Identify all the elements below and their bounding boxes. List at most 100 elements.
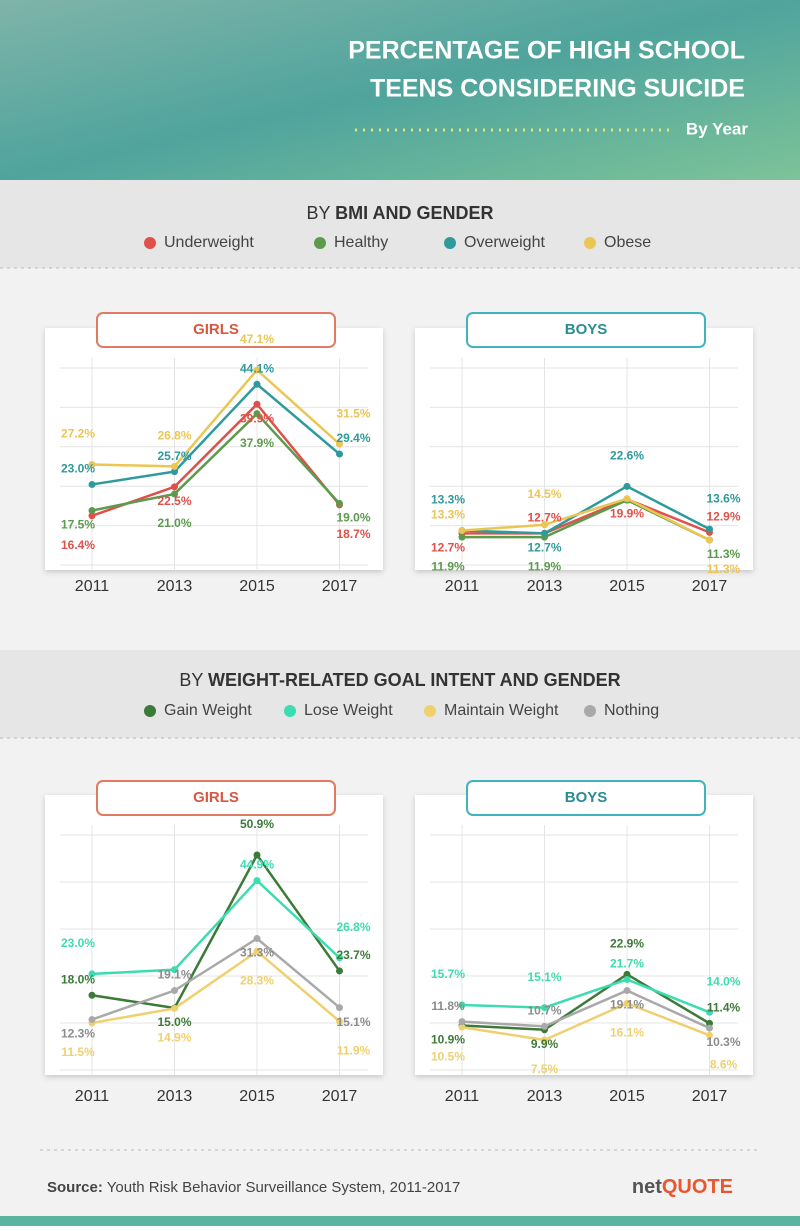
x-tick-label: 2015 [239, 578, 275, 595]
series-line [91, 382, 341, 486]
panel-title: GIRLS [193, 789, 239, 806]
data-label: 14.0% [706, 974, 740, 988]
data-point [706, 1008, 713, 1016]
data-label: 31.5% [336, 406, 370, 420]
data-label: 26.8% [336, 920, 370, 934]
section-title: BY WEIGHT-RELATED GOAL INTENT AND GENDER [179, 670, 620, 690]
legend-label: Healthy [334, 234, 388, 251]
data-label: 23.0% [61, 462, 95, 476]
data-point [541, 521, 548, 529]
data-point [253, 410, 261, 418]
data-point [253, 366, 261, 374]
series-line [461, 972, 711, 1032]
legend-label: Overweight [464, 234, 545, 251]
data-point [541, 1004, 548, 1012]
data-label: 11.9% [528, 559, 562, 573]
data-point [541, 1022, 548, 1030]
data-label: 10.5% [431, 1049, 465, 1063]
data-point [171, 966, 178, 974]
x-tick-label: 2017 [692, 578, 728, 595]
panel-badge [466, 312, 706, 348]
legend-label: Obese [604, 234, 651, 251]
data-label: 12.7% [431, 541, 465, 555]
data-label: 22.6% [610, 449, 644, 463]
data-label: 19.1% [157, 968, 191, 982]
data-label: 12.7% [527, 541, 561, 555]
series-line [91, 878, 341, 976]
data-label: 10.7% [527, 1004, 561, 1018]
data-label: 11.3% [707, 547, 741, 561]
data-point [706, 525, 713, 533]
data-label: 16.4% [61, 538, 95, 552]
series-line [91, 949, 341, 1025]
data-point [706, 1031, 713, 1039]
x-tick-label: 2017 [322, 1088, 358, 1105]
data-point [623, 495, 631, 503]
header-title: PERCENTAGE OF HIGH SCHOOL [348, 37, 745, 65]
data-point [706, 1024, 713, 1032]
panel-title: BOYS [565, 321, 608, 338]
data-point [458, 1001, 466, 1009]
data-point [88, 512, 96, 520]
data-label: 44.1% [240, 361, 274, 375]
data-label: 11.5% [61, 1045, 95, 1059]
x-tick-label: 2015 [239, 1088, 275, 1105]
section-band [0, 180, 800, 268]
x-tick-label: 2015 [609, 578, 645, 595]
data-point [623, 987, 631, 995]
data-point [623, 482, 631, 490]
section-title-bold: BMI AND GENDER [335, 203, 493, 223]
logo-prefix: net [632, 1176, 662, 1198]
data-label: 26.8% [157, 429, 191, 443]
x-tick-label: 2013 [527, 578, 563, 595]
panel-badge [96, 312, 336, 348]
series-line [461, 989, 711, 1030]
logo: netQUOTE [632, 1176, 733, 1198]
x-tick-label: 2011 [445, 578, 480, 595]
data-label: 21.7% [610, 957, 644, 971]
panel-badge [466, 780, 706, 816]
data-label: 23.7% [336, 948, 370, 962]
legend-swatch [284, 705, 296, 717]
source-text: Youth Risk Behavior Surveillance System,… [107, 1179, 461, 1196]
data-point [253, 400, 261, 408]
panel-title: GIRLS [193, 321, 239, 338]
data-point [253, 851, 261, 859]
data-label: 10.9% [431, 1033, 465, 1047]
data-label: 13.6% [706, 491, 740, 505]
data-point [458, 1018, 466, 1026]
data-label: 21.0% [157, 516, 191, 530]
logo-brand: QUOTE [662, 1176, 733, 1198]
data-point [171, 483, 178, 491]
data-point [88, 480, 96, 488]
header-title: TEENS CONSIDERING SUICIDE [370, 75, 745, 103]
section-band [0, 650, 800, 738]
legend-swatch [144, 705, 156, 717]
data-point [623, 975, 631, 983]
data-label: 9.9% [531, 1037, 559, 1051]
data-label: 11.9% [431, 559, 465, 573]
data-point [336, 1004, 343, 1012]
legend-swatch [144, 237, 156, 249]
data-point [336, 499, 343, 507]
section-title: BY BMI AND GENDER [306, 203, 493, 223]
data-label: 18.7% [336, 527, 370, 541]
data-label: 15.0% [157, 1015, 191, 1029]
panel-badge [96, 780, 336, 816]
data-point [541, 1036, 548, 1044]
data-label: 11.3% [707, 562, 741, 576]
data-label: 23.0% [61, 936, 95, 950]
x-tick-label: 2013 [527, 1088, 563, 1105]
legend-swatch [424, 705, 436, 717]
data-label: 7.5% [531, 1062, 559, 1076]
header-subtitle: By Year [686, 119, 748, 138]
data-point [623, 970, 631, 978]
section-title-prefix: BY [179, 670, 208, 690]
x-tick-label: 2011 [75, 1088, 110, 1105]
data-label: 25.7% [157, 449, 191, 463]
data-label: 10.3% [706, 1035, 740, 1049]
data-label: 19.0% [336, 511, 370, 525]
data-label: 13.3% [431, 493, 465, 507]
data-label: 50.9% [240, 817, 274, 831]
